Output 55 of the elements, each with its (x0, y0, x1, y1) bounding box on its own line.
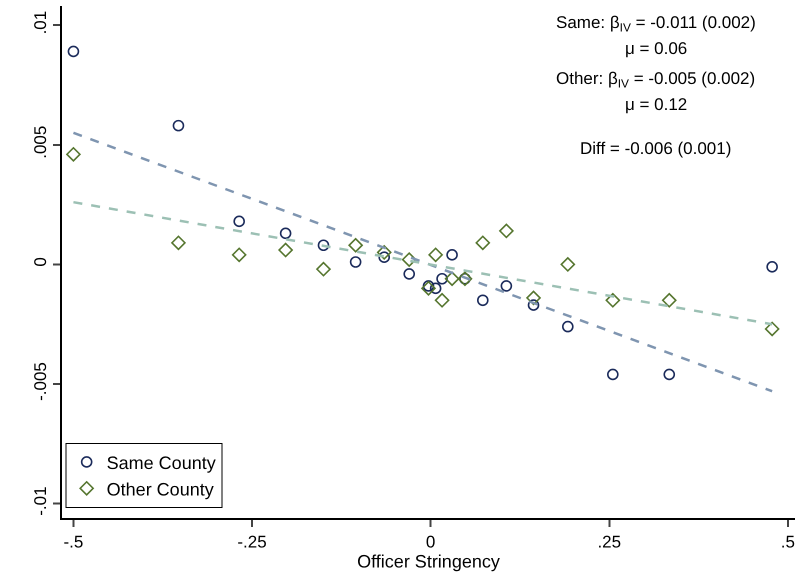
y-tick-label: .01 (31, 10, 50, 34)
legend-label: Other County (106, 479, 214, 500)
point (499, 224, 514, 238)
point (446, 249, 458, 261)
annotation: Same: β$_{IV}$ = -0.011 (0.002) (556, 13, 756, 35)
point (278, 242, 293, 258)
point (232, 248, 246, 262)
point (764, 322, 780, 336)
point (378, 251, 390, 264)
point (403, 268, 416, 280)
x-tick-label: .25 (597, 532, 622, 552)
annotation: μ = 0.06 (625, 39, 688, 58)
point (172, 120, 184, 132)
annotation: μ = 0.12 (625, 95, 688, 114)
point (402, 252, 417, 267)
point (68, 46, 80, 58)
x-tick-label: .5 (780, 532, 795, 552)
y-tick-label: 0 (31, 257, 50, 267)
point (318, 239, 330, 252)
point (434, 292, 450, 308)
point (476, 236, 490, 250)
point (430, 282, 442, 294)
point (766, 260, 778, 273)
annotation: Other: β$_{IV}$ = -0.005 (0.002) (556, 69, 756, 91)
point (350, 256, 362, 268)
point (436, 272, 448, 285)
point (562, 320, 574, 332)
point (606, 292, 620, 308)
y-tick-label: -.01 (31, 486, 50, 516)
x-axis-title: Officer Stringency (357, 551, 500, 572)
annotation: Diff = -0.006 (0.001) (580, 139, 732, 158)
point (477, 294, 489, 306)
point (421, 281, 436, 296)
x-tick-label: -.25 (237, 532, 267, 552)
point (280, 227, 292, 240)
x-tick-label: -.5 (64, 532, 84, 552)
point (376, 245, 392, 260)
point (560, 257, 576, 272)
y-tick-label: -.005 (31, 362, 50, 401)
point (428, 248, 443, 262)
point (444, 271, 460, 286)
y-tick-label: .005 (31, 126, 50, 159)
point (233, 216, 245, 228)
point (607, 368, 619, 380)
point (662, 292, 677, 308)
point (500, 280, 512, 292)
point (663, 368, 676, 380)
point (526, 290, 541, 306)
point (528, 299, 540, 311)
point (316, 262, 331, 276)
x-tick-label: 0 (426, 532, 436, 552)
point (348, 238, 363, 253)
legend-label: Same County (106, 452, 216, 473)
point (66, 147, 81, 162)
point (171, 236, 186, 250)
